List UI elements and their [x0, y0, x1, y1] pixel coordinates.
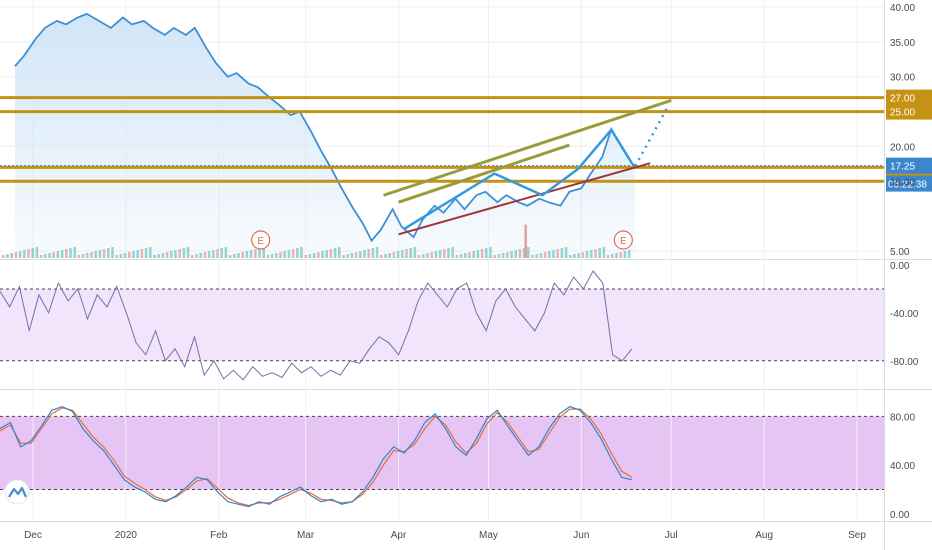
price-level-badge: [886, 103, 932, 120]
price-tick-label: 30.00: [890, 73, 915, 84]
price-level-label: 27.00: [890, 94, 915, 105]
earnings-marker[interactable]: [613, 230, 633, 250]
price-tick-label: 20.00: [890, 142, 915, 153]
price-tick-label: 5.00: [890, 247, 910, 258]
countdown-label: 03:22:38: [888, 180, 927, 191]
time-tick-label: Apr: [391, 530, 407, 541]
time-tick-label: Aug: [755, 530, 773, 541]
price-tick-label: 40.00: [890, 3, 915, 14]
panel-separator: [0, 259, 932, 260]
price-tick-label: 15.00: [890, 177, 915, 188]
axis-separator: [884, 0, 885, 550]
volume-bar: [10, 253, 13, 258]
earnings-marker-label: E: [257, 236, 264, 247]
williams-r-line: [0, 270, 633, 381]
time-tick-label: Jul: [665, 530, 678, 541]
price-line: [14, 12, 636, 243]
stoch-k-line: [0, 405, 633, 508]
price-level-label: 25.00: [890, 108, 915, 119]
price-tick-label: 35.00: [890, 38, 915, 49]
time-tick-label: Mar: [297, 530, 315, 541]
axis-separator: [0, 521, 932, 522]
projection-line: [634, 105, 670, 167]
time-tick-label: 2020: [115, 530, 138, 541]
pattern-line: [403, 127, 634, 230]
time-tick-label: Jun: [573, 530, 589, 541]
wr-tick-label: -40.00: [890, 309, 919, 320]
stoch-tick-label: 0.00: [890, 510, 910, 521]
time-tick-label: Sep: [848, 530, 866, 541]
time-tick-label: May: [479, 530, 498, 541]
price-level-badge: [886, 89, 932, 106]
countdown-badge: [886, 175, 932, 192]
last-price-badge: [886, 157, 932, 174]
volume-bar: [2, 255, 5, 258]
resistance-trendline: [383, 98, 672, 197]
wr-tick-label: 0.00: [890, 261, 910, 272]
stoch-tick-label: 40.00: [890, 461, 915, 472]
channel-line: [398, 143, 570, 204]
time-tick-label: Feb: [210, 530, 228, 541]
wr-tick-label: -80.00: [890, 357, 919, 368]
stoch-tick-label: 80.00: [890, 412, 915, 423]
earnings-marker-label: E: [620, 236, 627, 247]
stoch-band: [0, 416, 884, 490]
volume-bar: [6, 254, 9, 258]
logo-mark: [8, 486, 28, 498]
last-price-label: 17.25: [890, 162, 915, 173]
earnings-marker[interactable]: [251, 230, 271, 250]
support-trendline: [398, 162, 651, 236]
panel-separator: [0, 389, 932, 390]
price-area: [14, 13, 636, 259]
stoch-d-line: [0, 407, 633, 507]
time-tick-label: Dec: [24, 530, 42, 541]
